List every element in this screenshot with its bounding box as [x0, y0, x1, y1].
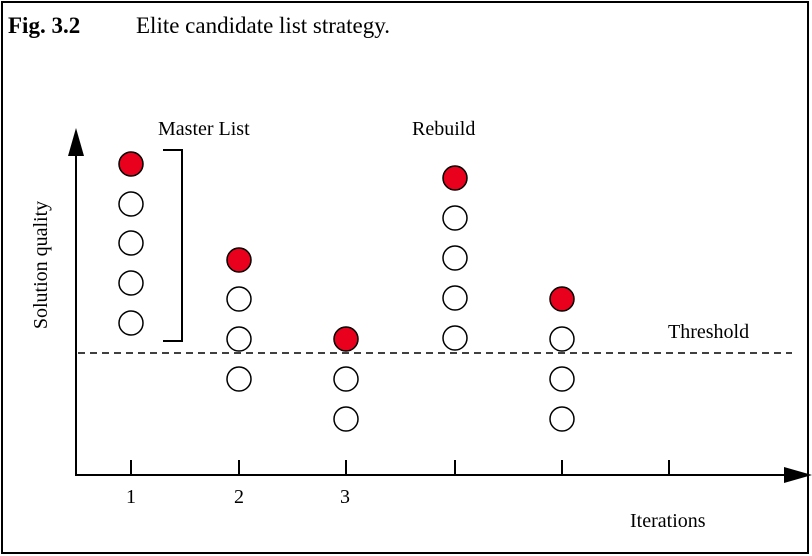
solution — [118, 191, 144, 217]
elite-solution — [333, 326, 359, 352]
solution — [442, 205, 468, 231]
x-tick-label: 1 — [126, 486, 136, 508]
x-axis-label: Iterations — [630, 510, 706, 532]
x-tick-label: 2 — [234, 486, 244, 508]
ticks — [130, 460, 670, 475]
threshold-label: Threshold — [668, 321, 749, 343]
solution — [549, 406, 575, 432]
y-arrow — [68, 128, 84, 156]
solution — [118, 230, 144, 256]
master-list-label: Master List — [158, 118, 250, 140]
circles — [118, 151, 575, 432]
caption-text: Elite candidate list strategy. — [136, 13, 390, 38]
solution — [442, 245, 468, 271]
solution — [226, 326, 252, 352]
solution — [549, 366, 575, 392]
x-arrow — [784, 467, 812, 483]
y-axis-label: Solution quality — [30, 201, 52, 329]
x-tick-label: 3 — [340, 486, 350, 508]
solution — [442, 325, 468, 351]
rebuild-label: Rebuild — [412, 118, 475, 140]
solution — [118, 270, 144, 296]
solution — [442, 285, 468, 311]
solution — [226, 286, 252, 312]
caption-label: Fig. 3.2 — [8, 13, 80, 38]
elite-solution — [442, 165, 468, 191]
elite-solution — [226, 247, 252, 273]
solution — [333, 366, 359, 392]
bracket — [163, 149, 183, 342]
solution — [226, 366, 252, 392]
solution — [549, 326, 575, 352]
solution — [333, 406, 359, 432]
elite-solution — [549, 286, 575, 312]
solution — [118, 310, 144, 336]
elite-solution — [118, 151, 144, 177]
